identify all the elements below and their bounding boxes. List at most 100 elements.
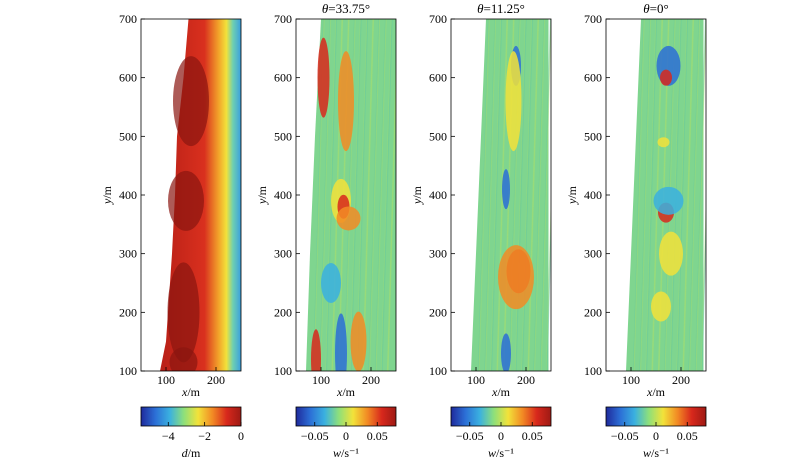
y-tick-label: 100: [429, 364, 447, 378]
y-tick-label: 400: [274, 188, 292, 202]
texture-line: [540, 19, 551, 371]
colorbar: [140, 406, 242, 427]
y-tick-label: 500: [584, 129, 602, 143]
flow-feature: [338, 51, 354, 152]
texture-line: [527, 19, 539, 371]
colorbar-label: w/s⁻¹: [488, 446, 514, 460]
flow-feature: [335, 313, 347, 371]
y-tick-label: 300: [584, 247, 602, 261]
flow-feature: [336, 206, 361, 231]
flow-feature: [498, 245, 534, 310]
flow-feature: [311, 329, 321, 371]
texture-line: [490, 19, 503, 371]
texture-line: [368, 19, 381, 371]
y-tick-label: 700: [274, 12, 292, 26]
x-axis-label: x/m: [491, 385, 511, 399]
y-tick-label: 200: [119, 305, 137, 319]
texture-line: [368, 19, 380, 371]
x-axis-label: x/m: [646, 385, 666, 399]
flow-feature: [659, 231, 683, 276]
texture-line: [700, 191, 706, 371]
texture-line: [533, 19, 546, 371]
x-tick-label: 100: [157, 373, 175, 387]
y-tick-label: 400: [429, 188, 447, 202]
y-tick-label: 700: [584, 12, 602, 26]
texture-line: [708, 19, 718, 371]
y-tick-label: 100: [274, 364, 292, 378]
texture-line: [380, 19, 393, 371]
field-4: [626, 19, 718, 371]
texture-line: [325, 19, 337, 371]
texture-line: [533, 19, 545, 371]
texture-line: [676, 19, 689, 371]
flow-feature: [657, 137, 670, 148]
y-axis-label: y/m: [255, 185, 269, 205]
x-axis-label: x/m: [181, 385, 201, 399]
texture-line: [349, 19, 362, 371]
texture-line: [645, 19, 658, 371]
panel-3: 100 200 300 400 500 600 700 100 200 x/m y/m θ=11.25…: [410, 1, 552, 460]
texture-line: [381, 19, 393, 371]
texture-line: [633, 19, 645, 371]
field-3: [471, 19, 551, 371]
texture-line: [521, 19, 534, 371]
texture-line: [545, 191, 551, 371]
flow-feature: [505, 51, 522, 152]
colorbar-tick-label: 0: [343, 429, 349, 443]
y-tick-label: 100: [584, 364, 602, 378]
y-tick-label: 400: [584, 188, 602, 202]
y-axis-label: y/m: [410, 185, 424, 205]
texture-line: [496, 19, 508, 371]
colorbar-tick-label: −4: [162, 429, 175, 443]
y-axis-label: y/m: [100, 185, 114, 205]
flow-feature: [660, 69, 672, 86]
y-tick-label: 400: [119, 188, 137, 202]
texture-line: [694, 19, 706, 371]
colorbar-tick-label: −2: [198, 429, 211, 443]
colorbar-label: w/s⁻¹: [333, 446, 359, 460]
flow-feature: [501, 333, 511, 371]
x-tick-label: 100: [467, 373, 485, 387]
texture-line: [546, 209, 551, 371]
flow-feature: [317, 37, 330, 118]
y-tick-label: 300: [429, 247, 447, 261]
y-axis-label: y/m: [565, 185, 579, 205]
colorbar-tick-label: 0: [653, 429, 659, 443]
y-tick-label: 300: [274, 247, 292, 261]
texture-line: [362, 19, 375, 371]
texture-line: [362, 19, 374, 371]
y-tick-label: 200: [274, 305, 292, 319]
field-1: [160, 19, 241, 371]
colorbar-tick-label: −0.05: [301, 429, 329, 443]
panel-title: θ=11.25°: [477, 1, 525, 16]
y-tick-label: 600: [274, 71, 292, 85]
y-tick-label: 100: [119, 364, 137, 378]
colorbar-tick-label: −0.05: [456, 429, 484, 443]
colorbar-tick-label: 0: [238, 429, 244, 443]
texture-line: [688, 19, 701, 371]
flow-feature: [502, 169, 510, 210]
y-tick-label: 600: [119, 71, 137, 85]
texture-line: [682, 19, 694, 371]
colorbar-tick-label: −0.05: [611, 429, 639, 443]
y-tick-label: 600: [429, 71, 447, 85]
texture-line: [375, 19, 387, 371]
y-tick-label: 200: [429, 305, 447, 319]
texture-line: [632, 19, 645, 371]
texture-line: [688, 19, 700, 371]
texture-line: [514, 19, 527, 371]
flow-feature: [321, 263, 341, 303]
texture-line: [484, 19, 497, 371]
texture-line: [521, 19, 533, 371]
colorbar-tick-label: 0: [498, 429, 504, 443]
colorbar-label: d/m: [182, 446, 201, 460]
texture-line: [515, 19, 527, 371]
field-2: [306, 19, 396, 371]
texture-line: [387, 68, 396, 371]
y-tick-label: 600: [584, 71, 602, 85]
colorbar-tick-label: 0.05: [677, 429, 698, 443]
texture-line: [490, 19, 502, 371]
x-tick-label: 100: [622, 373, 640, 387]
texture-line: [484, 19, 496, 371]
